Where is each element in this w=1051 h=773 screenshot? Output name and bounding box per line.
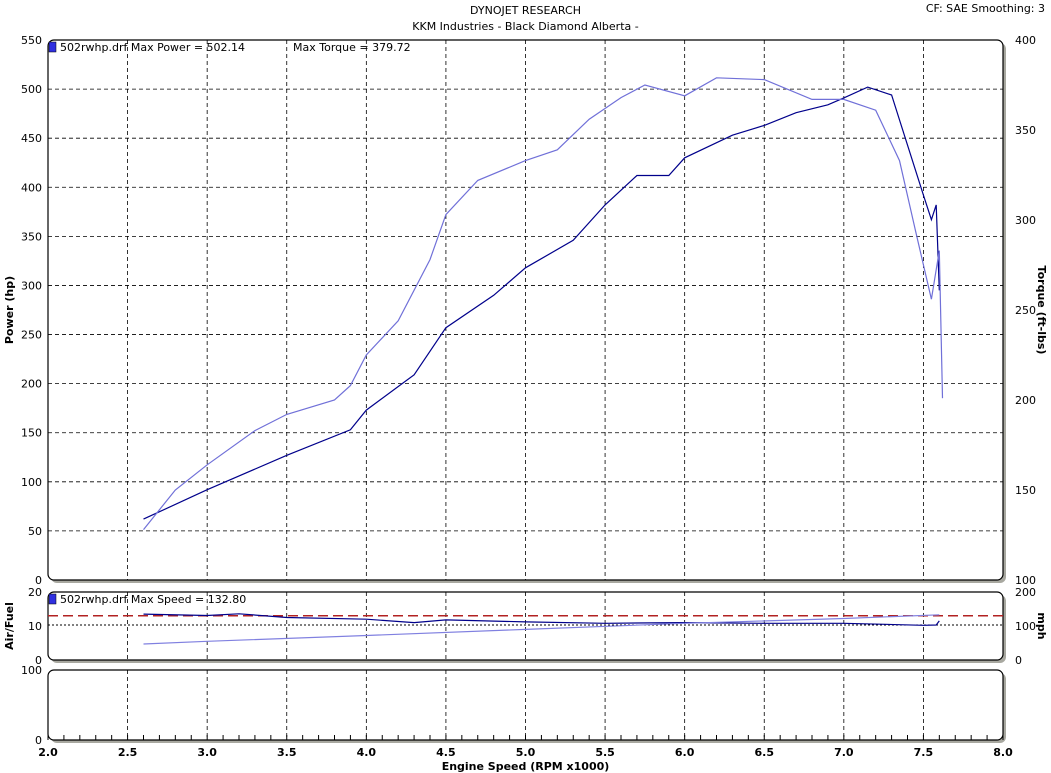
y2-tick-label: 300 [1015, 214, 1036, 227]
correction-info: CF: SAE Smoothing: 3 [925, 2, 1045, 15]
y-tick-label: 0 [35, 734, 42, 747]
y2-tick-label: 200 [1015, 586, 1036, 599]
x-tick-label: 7.5 [914, 746, 934, 759]
y-tick-label: 0 [35, 654, 42, 667]
y2-tick-label: 350 [1015, 124, 1036, 137]
series-line-torque [143, 77, 944, 530]
legend-swatch [48, 41, 57, 53]
y-tick-label: 550 [21, 34, 42, 47]
y2-tick-label: 0 [1015, 654, 1022, 667]
y-tick-label: 100 [21, 476, 42, 489]
y-tick-label: 300 [21, 279, 42, 292]
chart-title: DYNOJET RESEARCH [470, 4, 581, 17]
y2-axis-label: Torque (ft-lbs) [1035, 266, 1048, 355]
y2-axis-label: mph [1035, 612, 1048, 639]
y-axis-label: Air/Fuel [3, 602, 16, 650]
x-tick-label: 7.0 [834, 746, 854, 759]
y-tick-label: 200 [21, 378, 42, 391]
x-tick-label: 5.0 [516, 746, 536, 759]
x-tick-label: 2.5 [118, 746, 138, 759]
y2-tick-label: 200 [1015, 394, 1036, 407]
y-tick-label: 50 [28, 525, 42, 538]
x-axis-label: Engine Speed (RPM x1000) [442, 760, 610, 773]
legend-swatch [48, 593, 57, 605]
x-tick-label: 2.0 [38, 746, 58, 759]
y-tick-label: 350 [21, 230, 42, 243]
x-tick-label: 6.5 [755, 746, 775, 759]
series-line-speed [143, 614, 940, 645]
x-tick-label: 6.0 [675, 746, 695, 759]
y2-tick-label: 150 [1015, 484, 1036, 497]
series-line-air-fuel [143, 613, 940, 626]
legend-label: 502rwhp.drf Max Power = 502.14 [60, 41, 245, 54]
x-tick-label: 8.0 [993, 746, 1013, 759]
series-line-power [143, 86, 940, 520]
y-tick-label: 20 [28, 586, 42, 599]
y2-tick-label: 400 [1015, 34, 1036, 47]
chart-subtitle: KKM Industries - Black Diamond Alberta - [412, 20, 639, 33]
y2-tick-label: 100 [1015, 620, 1036, 633]
x-tick-label: 3.5 [277, 746, 297, 759]
y-tick-label: 450 [21, 132, 42, 145]
y-tick-label: 500 [21, 83, 42, 96]
y-tick-label: 0 [35, 574, 42, 587]
x-tick-label: 3.0 [197, 746, 217, 759]
legend-label-torque: Max Torque = 379.72 [293, 41, 411, 54]
y2-tick-label: 100 [1015, 574, 1036, 587]
y-tick-label: 150 [21, 427, 42, 440]
y-axis-label: Power (hp) [3, 276, 16, 344]
y2-tick-label: 250 [1015, 304, 1036, 317]
x-tick-label: 5.5 [595, 746, 615, 759]
y-tick-label: 10 [28, 620, 42, 633]
legend-label: 502rwhp.drf Max Speed = 132.80 [60, 593, 246, 606]
x-tick-label: 4.0 [357, 746, 377, 759]
y-tick-label: 400 [21, 181, 42, 194]
x-tick-label: 4.5 [436, 746, 456, 759]
y-tick-label: 100 [21, 664, 42, 677]
y-tick-label: 250 [21, 329, 42, 342]
